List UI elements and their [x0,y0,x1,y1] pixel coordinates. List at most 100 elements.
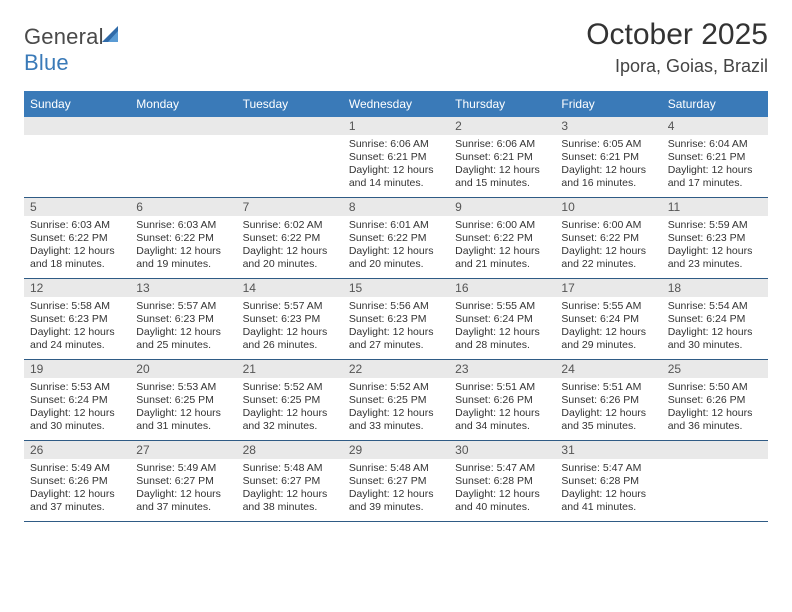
sunset-text: Sunset: 6:24 PM [668,313,762,326]
calendar-cell: 1Sunrise: 6:06 AMSunset: 6:21 PMDaylight… [343,117,449,197]
day-number: 24 [555,360,661,378]
calendar-cell: 26Sunrise: 5:49 AMSunset: 6:26 PMDayligh… [24,441,130,521]
daylight-text: Daylight: 12 hours and 28 minutes. [455,326,549,352]
calendar-cell [662,441,768,521]
daylight-text: Daylight: 12 hours and 30 minutes. [30,407,124,433]
dayhead-friday: Friday [555,92,661,116]
calendar-cell: 11Sunrise: 5:59 AMSunset: 6:23 PMDayligh… [662,198,768,278]
sunrise-text: Sunrise: 5:54 AM [668,300,762,313]
sunset-text: Sunset: 6:23 PM [668,232,762,245]
sunrise-text: Sunrise: 5:58 AM [30,300,124,313]
sunrise-text: Sunrise: 5:59 AM [668,219,762,232]
brand-logo: General Blue [24,24,124,76]
day-body: Sunrise: 6:01 AMSunset: 6:22 PMDaylight:… [343,216,449,276]
calendar-week: 12Sunrise: 5:58 AMSunset: 6:23 PMDayligh… [24,279,768,360]
sunset-text: Sunset: 6:25 PM [349,394,443,407]
day-body: Sunrise: 5:57 AMSunset: 6:23 PMDaylight:… [237,297,343,357]
dayhead-tuesday: Tuesday [237,92,343,116]
sunrise-text: Sunrise: 5:52 AM [243,381,337,394]
sunset-text: Sunset: 6:24 PM [561,313,655,326]
sunrise-text: Sunrise: 5:51 AM [455,381,549,394]
day-header-row: Sunday Monday Tuesday Wednesday Thursday… [24,91,768,117]
sunset-text: Sunset: 6:23 PM [243,313,337,326]
sunrise-text: Sunrise: 6:03 AM [136,219,230,232]
daylight-text: Daylight: 12 hours and 18 minutes. [30,245,124,271]
day-body: Sunrise: 6:02 AMSunset: 6:22 PMDaylight:… [237,216,343,276]
sunrise-text: Sunrise: 5:55 AM [561,300,655,313]
day-body: Sunrise: 5:50 AMSunset: 6:26 PMDaylight:… [662,378,768,438]
day-body: Sunrise: 5:55 AMSunset: 6:24 PMDaylight:… [555,297,661,357]
daylight-text: Daylight: 12 hours and 35 minutes. [561,407,655,433]
sunset-text: Sunset: 6:23 PM [349,313,443,326]
sunrise-text: Sunrise: 5:47 AM [455,462,549,475]
calendar-cell: 24Sunrise: 5:51 AMSunset: 6:26 PMDayligh… [555,360,661,440]
daylight-text: Daylight: 12 hours and 26 minutes. [243,326,337,352]
day-number: 31 [555,441,661,459]
day-number: 27 [130,441,236,459]
day-body: Sunrise: 6:06 AMSunset: 6:21 PMDaylight:… [449,135,555,195]
calendar-cell: 20Sunrise: 5:53 AMSunset: 6:25 PMDayligh… [130,360,236,440]
day-number: 23 [449,360,555,378]
sunset-text: Sunset: 6:26 PM [455,394,549,407]
calendar-cell: 2Sunrise: 6:06 AMSunset: 6:21 PMDaylight… [449,117,555,197]
day-body: Sunrise: 6:00 AMSunset: 6:22 PMDaylight:… [449,216,555,276]
daylight-text: Daylight: 12 hours and 21 minutes. [455,245,549,271]
day-number: 2 [449,117,555,135]
daylight-text: Daylight: 12 hours and 17 minutes. [668,164,762,190]
calendar-cell: 9Sunrise: 6:00 AMSunset: 6:22 PMDaylight… [449,198,555,278]
daylight-text: Daylight: 12 hours and 39 minutes. [349,488,443,514]
daylight-text: Daylight: 12 hours and 25 minutes. [136,326,230,352]
sunset-text: Sunset: 6:21 PM [455,151,549,164]
day-number: 1 [343,117,449,135]
dayhead-monday: Monday [130,92,236,116]
sunrise-text: Sunrise: 5:49 AM [30,462,124,475]
day-body: Sunrise: 6:05 AMSunset: 6:21 PMDaylight:… [555,135,661,195]
day-number: 5 [24,198,130,216]
dayhead-thursday: Thursday [449,92,555,116]
calendar-cell: 8Sunrise: 6:01 AMSunset: 6:22 PMDaylight… [343,198,449,278]
day-number [237,117,343,135]
calendar-cell: 6Sunrise: 6:03 AMSunset: 6:22 PMDaylight… [130,198,236,278]
brand-text: General Blue [24,24,124,76]
day-number: 26 [24,441,130,459]
day-number: 18 [662,279,768,297]
day-body: Sunrise: 5:57 AMSunset: 6:23 PMDaylight:… [130,297,236,357]
day-number [662,441,768,459]
sunset-text: Sunset: 6:21 PM [349,151,443,164]
daylight-text: Daylight: 12 hours and 33 minutes. [349,407,443,433]
calendar-cell: 17Sunrise: 5:55 AMSunset: 6:24 PMDayligh… [555,279,661,359]
day-number: 19 [24,360,130,378]
daylight-text: Daylight: 12 hours and 41 minutes. [561,488,655,514]
calendar-cell: 13Sunrise: 5:57 AMSunset: 6:23 PMDayligh… [130,279,236,359]
daylight-text: Daylight: 12 hours and 31 minutes. [136,407,230,433]
sunrise-text: Sunrise: 5:50 AM [668,381,762,394]
sunset-text: Sunset: 6:22 PM [349,232,443,245]
sunset-text: Sunset: 6:28 PM [455,475,549,488]
calendar-week: 26Sunrise: 5:49 AMSunset: 6:26 PMDayligh… [24,441,768,522]
sunrise-text: Sunrise: 5:48 AM [349,462,443,475]
day-body: Sunrise: 5:58 AMSunset: 6:23 PMDaylight:… [24,297,130,357]
day-number: 15 [343,279,449,297]
day-number: 12 [24,279,130,297]
day-number: 22 [343,360,449,378]
calendar-cell: 5Sunrise: 6:03 AMSunset: 6:22 PMDaylight… [24,198,130,278]
daylight-text: Daylight: 12 hours and 37 minutes. [136,488,230,514]
day-number: 8 [343,198,449,216]
daylight-text: Daylight: 12 hours and 15 minutes. [455,164,549,190]
sunrise-text: Sunrise: 5:55 AM [455,300,549,313]
calendar-cell [24,117,130,197]
day-body [237,135,343,189]
sunrise-text: Sunrise: 6:00 AM [561,219,655,232]
calendar-week: 19Sunrise: 5:53 AMSunset: 6:24 PMDayligh… [24,360,768,441]
daylight-text: Daylight: 12 hours and 22 minutes. [561,245,655,271]
calendar-week: 1Sunrise: 6:06 AMSunset: 6:21 PMDaylight… [24,117,768,198]
calendar-cell: 18Sunrise: 5:54 AMSunset: 6:24 PMDayligh… [662,279,768,359]
day-body [24,135,130,189]
header: General Blue October 2025 Ipora, Goias, … [24,18,768,77]
day-body: Sunrise: 5:51 AMSunset: 6:26 PMDaylight:… [555,378,661,438]
day-number: 6 [130,198,236,216]
day-number: 30 [449,441,555,459]
dayhead-wednesday: Wednesday [343,92,449,116]
sunrise-text: Sunrise: 5:49 AM [136,462,230,475]
day-body: Sunrise: 5:47 AMSunset: 6:28 PMDaylight:… [555,459,661,519]
